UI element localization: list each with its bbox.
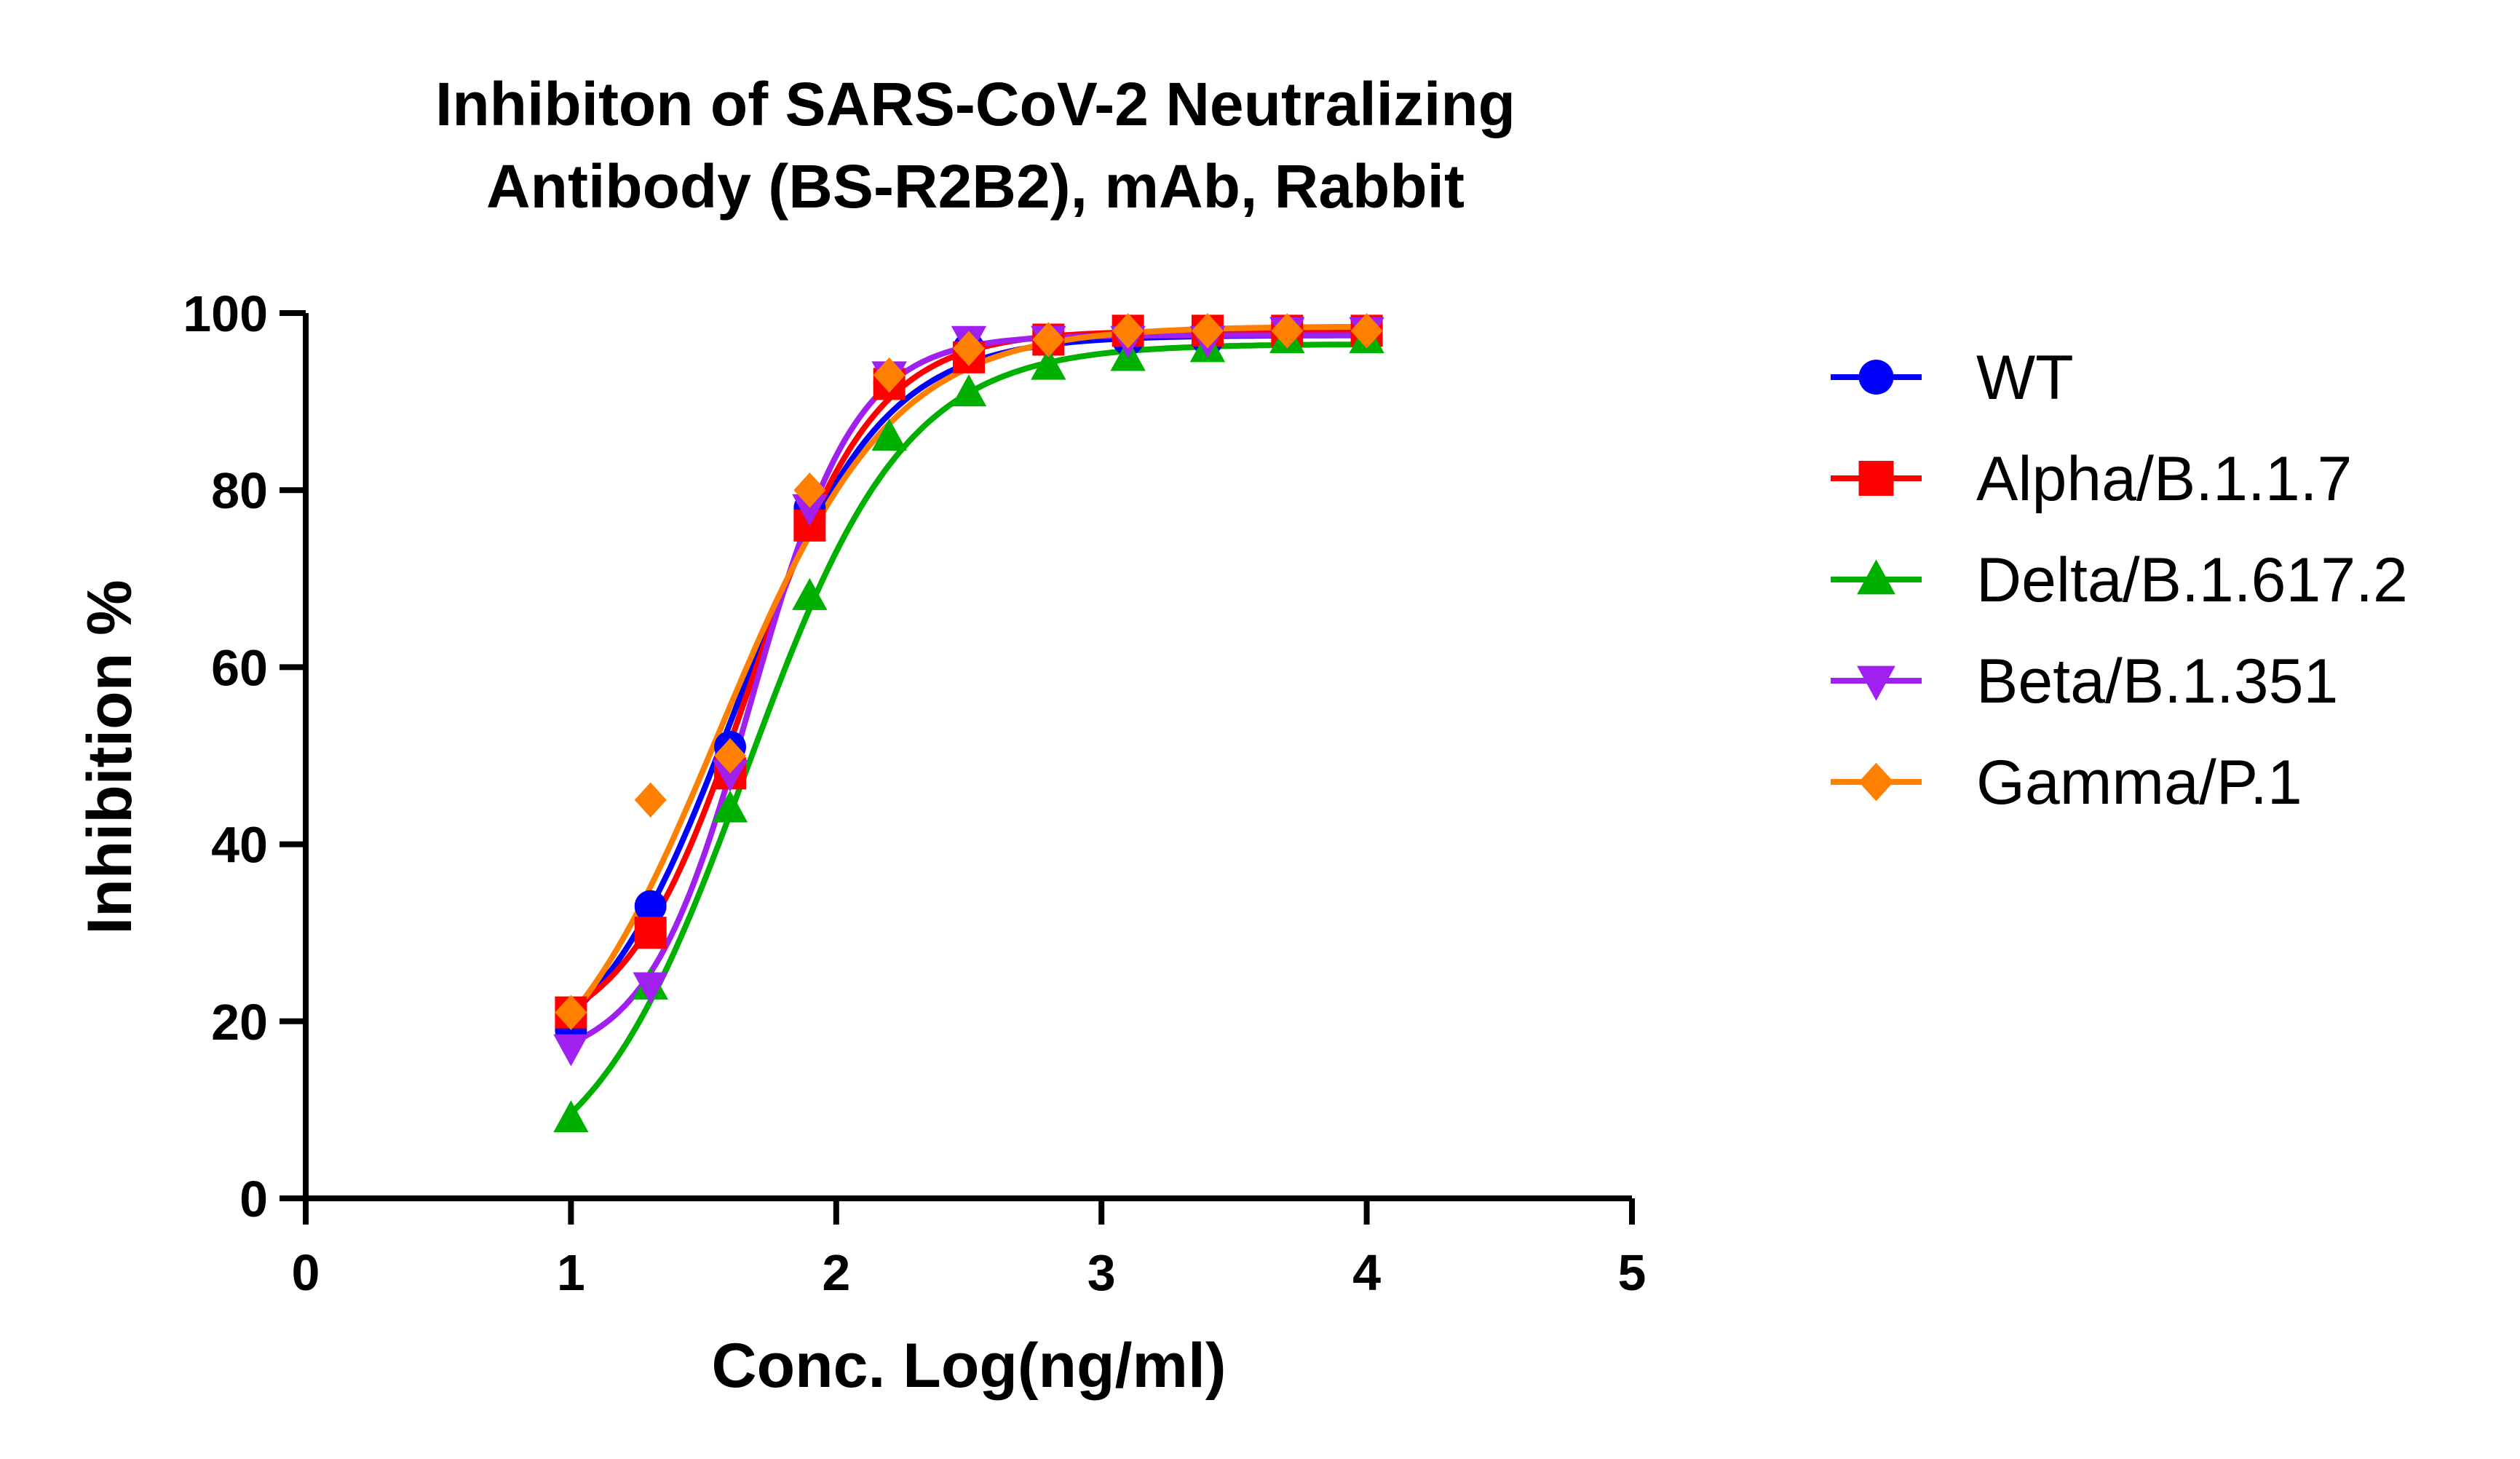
x-tick-label: 1 xyxy=(557,1244,585,1301)
data-point-series-3 xyxy=(633,972,668,1005)
y-tick-label: 20 xyxy=(211,994,268,1051)
x-tick-label: 0 xyxy=(292,1244,320,1301)
chart-title-line-1: Inhibiton of SARS-CoV-2 Neutralizing xyxy=(435,70,1515,138)
data-point-series-2 xyxy=(792,577,828,610)
data-point-series-1 xyxy=(634,917,667,949)
x-axis-title: Conc. Log(ng/ml) xyxy=(712,1331,1227,1401)
legend-marker-3 xyxy=(1857,665,1895,701)
y-axis-title: Inhibition % xyxy=(75,580,145,934)
y-tick-label: 100 xyxy=(183,285,268,342)
legend-marker-2 xyxy=(1857,559,1895,595)
fit-curves xyxy=(568,323,1370,1117)
y-tick-label: 80 xyxy=(211,462,268,519)
x-tick-label: 3 xyxy=(1087,1244,1116,1301)
data-points xyxy=(553,313,1384,1133)
data-point-series-4 xyxy=(1032,322,1065,357)
data-point-series-4 xyxy=(1271,313,1304,349)
data-point-series-4 xyxy=(634,782,667,818)
x-tick-label: 2 xyxy=(822,1244,850,1301)
fit-curve-series-1 xyxy=(568,328,1370,1012)
axes: 0 1 2 3 4 5 0 20 40 60 80 100 xyxy=(183,285,1646,1301)
data-point-series-2 xyxy=(1031,347,1066,380)
legend-label-2: Delta/B.1.617.2 xyxy=(1976,545,2408,615)
x-ticks: 0 1 2 3 4 5 xyxy=(292,1198,1647,1301)
y-tick-label: 60 xyxy=(211,639,268,696)
y-tick-label: 0 xyxy=(239,1171,268,1227)
chart-title-line-2: Antibody (BS-R2B2), mAb, Rabbit xyxy=(486,152,1465,221)
legend-label-0: WT xyxy=(1976,343,2074,413)
fit-curve-series-3 xyxy=(568,332,1370,1046)
data-point-series-4 xyxy=(953,331,985,366)
data-point-series-4 xyxy=(555,995,587,1030)
legend-label-4: Gamma/P.1 xyxy=(1976,748,2302,818)
legend-label-3: Beta/B.1.351 xyxy=(1976,647,2338,716)
data-point-series-2 xyxy=(871,418,907,451)
x-tick-label: 5 xyxy=(1618,1244,1647,1301)
x-tick-label: 4 xyxy=(1352,1244,1381,1301)
legend-marker-0 xyxy=(1858,360,1894,395)
data-point-series-4 xyxy=(1112,313,1144,349)
legend-marker-1 xyxy=(1858,461,1894,496)
data-point-series-0 xyxy=(634,890,667,922)
legend-label-1: Alpha/B.1.1.7 xyxy=(1976,444,2352,514)
data-point-series-4 xyxy=(1350,313,1383,349)
data-point-series-3 xyxy=(792,494,828,526)
legend-marker-4 xyxy=(1858,762,1894,802)
data-point-series-3 xyxy=(712,759,748,792)
y-tick-label: 40 xyxy=(211,817,268,874)
data-point-series-2 xyxy=(553,1100,589,1133)
data-point-series-2 xyxy=(712,790,748,823)
data-point-series-4 xyxy=(873,357,906,393)
data-point-series-4 xyxy=(714,738,747,774)
data-point-series-3 xyxy=(553,1034,589,1067)
data-point-series-4 xyxy=(1191,313,1224,349)
data-point-series-2 xyxy=(951,374,987,407)
y-ticks: 0 20 40 60 80 100 xyxy=(183,285,306,1227)
legend: WT Alpha/B.1.1.7 Delta/B.1.617.2 Beta/B.1.3… xyxy=(1831,343,2408,818)
data-point-series-4 xyxy=(793,473,826,508)
fit-curve-series-2 xyxy=(568,341,1370,1117)
